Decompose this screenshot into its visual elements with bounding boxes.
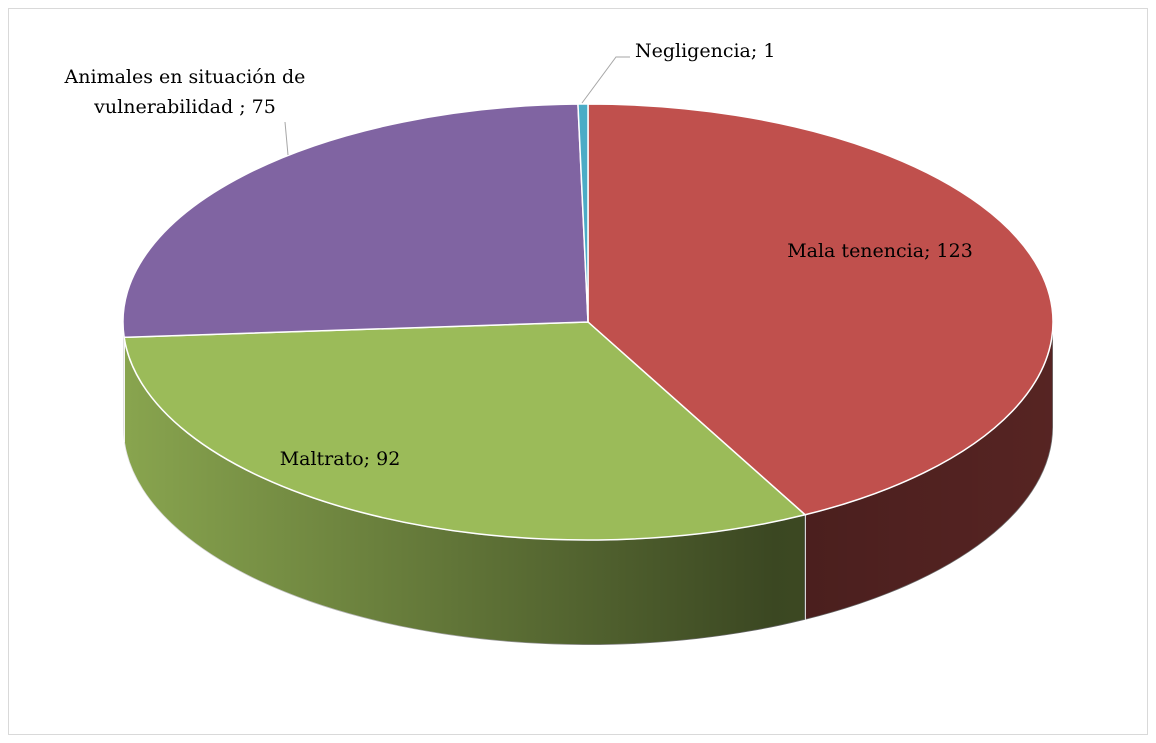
- pie-slice: [587, 103, 1054, 516]
- data-labels: Mala tenencia; 123 Maltrato; 92 Animales e…: [64, 40, 973, 470]
- leader-line: [581, 56, 630, 104]
- pie-slice: [122, 103, 589, 339]
- data-label: Mala tenencia; 123: [787, 240, 973, 262]
- data-label: Animales en situación de vulnerabilidad ;…: [64, 66, 306, 118]
- data-label: Negligencia; 1: [635, 40, 775, 62]
- pie-tops: [122, 103, 1054, 541]
- pie-side-shade: [123, 322, 125, 443]
- data-label: Maltrato; 92: [280, 448, 401, 470]
- pie-slice: [123, 321, 807, 541]
- leader-line: [284, 121, 289, 156]
- pie-slice: [577, 103, 589, 323]
- pie-side-shade: [124, 337, 806, 645]
